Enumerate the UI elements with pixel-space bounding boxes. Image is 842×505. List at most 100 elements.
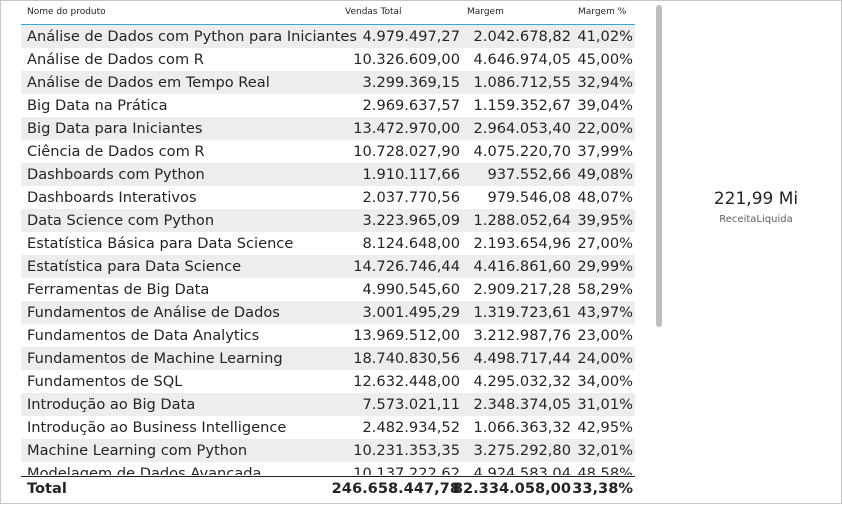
cell-product-name: Big Data na Prática: [27, 97, 168, 114]
table-row[interactable]: Modelagem de Dados Avançada 10.137.222,62…: [21, 462, 635, 475]
cell-vendas-total: 12.632.448,00: [353, 373, 460, 390]
cell-margem: 2.964.053,40: [473, 120, 571, 137]
cell-margem-pct: 23,00%: [577, 327, 633, 344]
cell-product-name: Dashboards com Python: [27, 166, 205, 183]
table-row[interactable]: Fundamentos de Análise de Dados 3.001.495…: [21, 301, 635, 324]
card-value: 221,99 Mi: [713, 189, 799, 209]
cell-margem: 2.193.654,96: [473, 235, 571, 252]
column-header-vendas-total[interactable]: Vendas Total: [345, 7, 402, 17]
cell-margem-pct: 22,00%: [577, 120, 633, 137]
cell-product-name: Introdução ao Big Data: [27, 396, 196, 413]
cell-vendas-total: 10.728.027,90: [353, 143, 460, 160]
cell-product-name: Introdução ao Business Intelligence: [27, 419, 287, 436]
cell-margem: 1.319.723,61: [473, 304, 571, 321]
cell-margem: 979.546,08: [487, 189, 571, 206]
table-row[interactable]: Dashboards com Python 1.910.117,66 937.552…: [21, 163, 635, 186]
column-header-margem[interactable]: Margem: [467, 7, 504, 17]
cell-margem: 4.498.717,44: [473, 350, 571, 367]
cell-vendas-total: 4.979.497,27: [362, 28, 460, 45]
table-header: Nome do produto Vendas Total Margem Marg…: [21, 1, 635, 25]
cell-vendas-total: 3.223.965,09: [362, 212, 460, 229]
cell-product-name: Modelagem de Dados Avançada: [27, 465, 262, 475]
table-row[interactable]: Dashboards Interativos 2.037.770,56 979.54…: [21, 186, 635, 209]
cell-vendas-total: 10.326.609,00: [353, 51, 460, 68]
cell-margem-pct: 41,02%: [577, 28, 633, 45]
cell-vendas-total: 13.969.512,00: [353, 327, 460, 344]
cell-margem-pct: 39,95%: [577, 212, 633, 229]
total-margem: 82.334.058,00: [452, 480, 571, 497]
column-header-margem-pct[interactable]: Margem %: [578, 7, 627, 17]
cell-product-name: Fundamentos de Análise de Dados: [27, 304, 280, 321]
cell-margem-pct: 43,97%: [577, 304, 633, 321]
table-row[interactable]: Machine Learning com Python 10.231.353,35…: [21, 439, 635, 462]
cell-product-name: Fundamentos de Machine Learning: [27, 350, 283, 367]
table-total-row: Total 246.658.447,78 82.334.058,00 33,38…: [21, 476, 635, 500]
table-row[interactable]: Fundamentos de SQL 12.632.448,00 4.295.032…: [21, 370, 635, 393]
cell-margem-pct: 32,01%: [577, 442, 633, 459]
column-header-product-name[interactable]: Nome do produto: [27, 7, 106, 17]
table-row[interactable]: Introdução ao Big Data 7.573.021,11 2.348.…: [21, 393, 635, 416]
table-body: Análise de Dados com Python para Inician…: [21, 25, 635, 475]
cell-margem: 4.075.220,70: [473, 143, 571, 160]
cell-product-name: Fundamentos de Data Analytics: [27, 327, 260, 344]
cell-product-name: Dashboards Interativos: [27, 189, 197, 206]
cell-product-name: Fundamentos de SQL: [27, 373, 183, 390]
cell-margem: 1.159.352,67: [473, 97, 571, 114]
cell-margem: 2.042.678,82: [473, 28, 571, 45]
table-scrollbar[interactable]: [656, 5, 662, 327]
cell-margem-pct: 48,58%: [577, 465, 633, 475]
cell-margem-pct: 32,94%: [577, 74, 633, 91]
cell-vendas-total: 10.137.222,62: [353, 465, 460, 475]
cell-vendas-total: 2.482.934,52: [362, 419, 460, 436]
cell-product-name: Ciência de Dados com R: [27, 143, 205, 160]
total-vendas: 246.658.447,78: [331, 480, 460, 497]
cell-margem-pct: 48,07%: [577, 189, 633, 206]
table-row[interactable]: Fundamentos de Machine Learning 18.740.83…: [21, 347, 635, 370]
total-margem-pct: 33,38%: [572, 480, 633, 497]
cell-product-name: Estatística para Data Science: [27, 258, 242, 275]
cell-product-name: Análise de Dados com Python para Inician…: [27, 28, 358, 45]
cell-product-name: Análise de Dados em Tempo Real: [27, 74, 270, 91]
table-row[interactable]: Data Science com Python 3.223.965,09 1.288…: [21, 209, 635, 232]
card-label: ReceitaLiquida: [719, 214, 793, 225]
table-row[interactable]: Big Data na Prática 2.969.637,57 1.159.352…: [21, 94, 635, 117]
table-row[interactable]: Estatística para Data Science 14.726.746,…: [21, 255, 635, 278]
table-row[interactable]: Análise de Dados com R 10.326.609,00 4.646…: [21, 48, 635, 71]
cell-margem: 2.348.374,05: [473, 396, 571, 413]
table-row[interactable]: Fundamentos de Data Analytics 13.969.512,…: [21, 324, 635, 347]
cell-margem-pct: 34,00%: [577, 373, 633, 390]
table-row[interactable]: Big Data para Iniciantes 13.472.970,00 2.9…: [21, 117, 635, 140]
cell-margem-pct: 27,00%: [577, 235, 633, 252]
total-label: Total: [27, 480, 67, 497]
cell-margem-pct: 49,08%: [577, 166, 633, 183]
cell-margem: 3.275.292,80: [473, 442, 571, 459]
cell-vendas-total: 8.124.648,00: [362, 235, 460, 252]
cell-margem-pct: 42,95%: [577, 419, 633, 436]
cell-margem: 937.552,66: [487, 166, 571, 183]
cell-vendas-total: 14.726.746,44: [353, 258, 460, 275]
products-table[interactable]: Nome do produto Vendas Total Margem Marg…: [21, 1, 637, 505]
cell-margem-pct: 45,00%: [577, 51, 633, 68]
cell-product-name: Estatística Básica para Data Science: [27, 235, 294, 252]
table-row[interactable]: Introdução ao Business Intelligence 2.482…: [21, 416, 635, 439]
table-row[interactable]: Ciência de Dados com R 10.728.027,90 4.075…: [21, 140, 635, 163]
receita-liquida-card[interactable]: 221,99 Mi ReceitaLiquida: [691, 189, 821, 239]
table-row[interactable]: Ferramentas de Big Data 4.990.545,60 2.909…: [21, 278, 635, 301]
cell-margem: 4.295.032,32: [473, 373, 571, 390]
cell-product-name: Análise de Dados com R: [27, 51, 204, 68]
table-row[interactable]: Estatística Básica para Data Science 8.12…: [21, 232, 635, 255]
cell-margem-pct: 58,29%: [577, 281, 633, 298]
cell-margem: 2.909.217,28: [473, 281, 571, 298]
table-row[interactable]: Análise de Dados com Python para Inician…: [21, 25, 635, 48]
cell-margem: 4.924.583,04: [473, 465, 571, 475]
scrollbar-thumb[interactable]: [656, 5, 662, 327]
table-row[interactable]: Análise de Dados em Tempo Real 3.299.369,…: [21, 71, 635, 94]
cell-margem-pct: 29,99%: [577, 258, 633, 275]
cell-margem: 1.066.363,32: [473, 419, 571, 436]
cell-product-name: Data Science com Python: [27, 212, 215, 229]
cell-margem: 1.288.052,64: [473, 212, 571, 229]
cell-vendas-total: 3.001.495,29: [362, 304, 460, 321]
cell-product-name: Big Data para Iniciantes: [27, 120, 203, 137]
cell-vendas-total: 10.231.353,35: [353, 442, 460, 459]
